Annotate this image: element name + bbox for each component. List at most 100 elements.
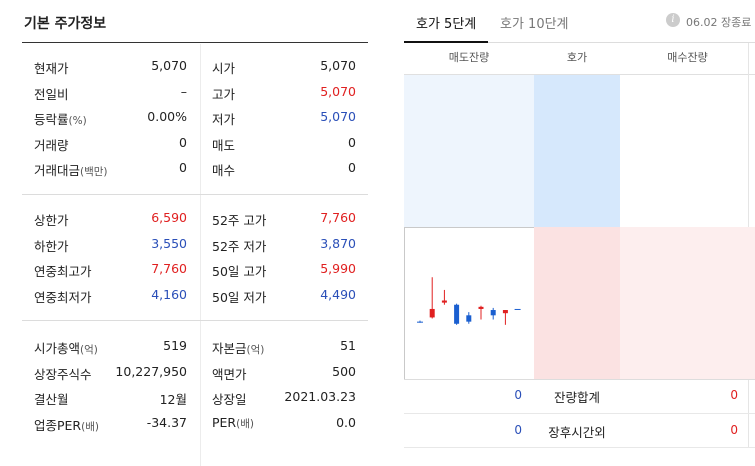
label-left-text: 연중최고가 <box>34 264 92 279</box>
value-right: 5,070 <box>320 58 356 73</box>
label-left-text: 거래대금 <box>34 163 81 178</box>
afterhours-ask-volume: 0 <box>514 423 522 437</box>
value-right: 7,760 <box>320 210 356 225</box>
label-right: 액면가 <box>212 364 247 383</box>
value-left-text: -34.37 <box>146 414 187 430</box>
label-left-unit: (배) <box>81 420 99 433</box>
value-right-text: 0.0 <box>336 414 356 430</box>
label-left: 연중최저가 <box>34 287 92 306</box>
label-right: 고가 <box>212 84 235 103</box>
label-left-text: 시가총액 <box>34 341 81 356</box>
label-left: 전일비 <box>34 84 69 103</box>
candle-body <box>466 315 472 322</box>
info-row: 업종PER(배) -34.37 PER(배) 0.0 <box>22 410 368 436</box>
label-left-text: 연중최저가 <box>34 289 92 305</box>
label-right-text: 52주 저가 <box>212 238 267 254</box>
label-left: 등락률(%) <box>34 109 87 128</box>
ask-empty-area <box>620 75 755 227</box>
info-row: 등락률(%) 0.00% 저가 5,070 <box>22 104 368 130</box>
header-ask-volume: 매도잔량 <box>448 51 490 64</box>
value-left: 519 <box>163 338 187 353</box>
label-right-text: 저가 <box>212 112 236 127</box>
market-status-text: 06.02 장종료 <box>686 16 752 29</box>
label-right: 52주 고가 <box>212 210 266 229</box>
info-row: 연중최고가 7,760 50일 고가 5,990 <box>22 256 368 282</box>
label-left-text: 거래량 <box>34 137 69 153</box>
label-left-unit: (%) <box>68 115 87 127</box>
value-right-text: 5,070 <box>320 83 356 99</box>
header-bid-volume: 매수잔량 <box>667 51 708 64</box>
section-title: 기본 주가정보 <box>24 16 107 32</box>
value-right-text: 51 <box>340 338 356 353</box>
candle-body <box>441 300 447 303</box>
summary-divider-bottom <box>404 447 755 448</box>
value-left-text: 12월 <box>159 392 187 407</box>
label-right: 상장일 <box>212 389 247 408</box>
group-divider-1 <box>22 194 368 195</box>
label-right: 자본금(억) <box>212 338 264 357</box>
tab-10-level[interactable]: 호가 10단계 <box>500 17 569 32</box>
label-right-text: 시가 <box>212 61 236 76</box>
label-right-unit: (억) <box>246 344 265 356</box>
label-left: 현재가 <box>34 58 69 77</box>
candle-body <box>502 310 508 314</box>
label-right: 매수 <box>212 160 235 179</box>
label-left-text: 상장주식수 <box>34 366 92 382</box>
value-left-text: 5,070 <box>151 58 187 73</box>
label-left: 상한가 <box>34 210 69 229</box>
value-left: 12월 <box>160 389 187 408</box>
label-right-text: 자본금 <box>212 341 247 356</box>
value-right: 5,070 <box>320 84 356 99</box>
label-right-unit: (배) <box>236 417 254 430</box>
info-row: 거래대금(백만) 0 매수 0 <box>22 155 368 181</box>
info-row: 결산월 12월 상장일 2021.03.23 <box>22 384 368 410</box>
value-left: 0.00% <box>147 109 187 124</box>
mini-chart-box <box>404 227 535 380</box>
label-right: 시가 <box>212 58 235 77</box>
label-right: 52주 저가 <box>212 236 266 255</box>
candle-body <box>417 321 423 323</box>
value-right-text: 7,760 <box>320 210 356 225</box>
label-right-text: 50일 저가 <box>212 289 267 305</box>
tab-active-indicator <box>404 41 488 43</box>
label-left-text: 등락률 <box>34 112 69 127</box>
bid-volume-area <box>620 227 755 379</box>
info-icon[interactable]: i <box>666 13 680 27</box>
candle-body <box>514 308 521 310</box>
value-right-text: 3,870 <box>320 235 356 251</box>
value-left: 7,760 <box>151 261 187 276</box>
label-right: 50일 저가 <box>212 287 266 306</box>
label-right-text: 50일 고가 <box>212 264 267 279</box>
value-right-text: 5,070 <box>320 109 356 124</box>
value-left: 6,590 <box>151 210 187 225</box>
group-divider-2 <box>22 320 368 321</box>
bid-price-area <box>534 227 620 379</box>
total-ask-volume: 0 <box>514 388 522 402</box>
candle-body <box>490 310 496 316</box>
value-right: 0 <box>348 135 356 150</box>
tab-5-level[interactable]: 호가 5단계 <box>416 17 477 32</box>
title-divider <box>22 42 368 43</box>
label-left: 거래량 <box>34 135 69 154</box>
value-left-text: 519 <box>163 338 187 353</box>
label-right-text: 매도 <box>212 137 236 153</box>
value-left: 0 <box>179 160 187 175</box>
value-right: 3,870 <box>320 236 356 251</box>
value-right-text: 0 <box>348 134 356 150</box>
info-row: 연중최저가 4,160 50일 저가 4,490 <box>22 282 368 308</box>
value-left: 3,550 <box>151 236 187 251</box>
label-left: 시가총액(억) <box>34 338 98 357</box>
value-left: 0 <box>179 135 187 150</box>
label-left-text: 현재가 <box>34 61 69 76</box>
label-right: 저가 <box>212 109 235 128</box>
total-remaining-label: 잔량합계 <box>553 390 600 405</box>
info-row: 상장주식수 10,227,950 액면가 500 <box>22 359 368 385</box>
candle-body <box>478 306 484 309</box>
label-right-text: PER <box>212 414 237 430</box>
afterhours-label: 장후시간외 <box>548 425 606 440</box>
value-right: 0 <box>348 160 356 175</box>
candle-body <box>429 308 435 318</box>
value-left: 10,227,950 <box>115 364 187 379</box>
summary-divider-mid <box>404 413 755 414</box>
ask-price-area <box>534 75 620 227</box>
